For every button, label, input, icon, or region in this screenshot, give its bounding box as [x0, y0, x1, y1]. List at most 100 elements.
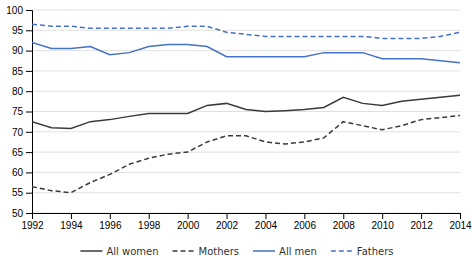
legend-label: Mothers [199, 246, 239, 257]
tick-label: 65 [12, 147, 24, 158]
grid-line [32, 192, 460, 193]
tick-mark [26, 193, 32, 194]
legend-label: All women [106, 246, 158, 257]
tick-label: 80 [12, 86, 24, 97]
tick-mark [265, 213, 266, 219]
tick: 85 [12, 66, 32, 77]
legend-item: Mothers [173, 246, 239, 257]
tick-label: 2008 [333, 220, 356, 231]
tick-mark [460, 213, 461, 219]
grid-line [32, 30, 460, 31]
tick: 2010 [372, 213, 395, 231]
legend-item: Fathers [331, 246, 394, 257]
series-line [32, 116, 460, 193]
tick-mark [382, 213, 383, 219]
grid-line [32, 172, 460, 173]
tick-mark [26, 71, 32, 72]
tick: 70 [12, 127, 32, 138]
tick-mark [343, 213, 344, 219]
legend-item: All men [253, 246, 317, 257]
tick: 2006 [294, 213, 317, 231]
tick-label: 1996 [99, 220, 122, 231]
grid [32, 10, 460, 213]
tick-label: 1992 [21, 220, 44, 231]
legend-label: Fathers [357, 246, 394, 257]
tick-mark [227, 213, 228, 219]
tick-label: 2004 [255, 220, 278, 231]
tick-mark [26, 132, 32, 133]
legend-label: All men [279, 246, 317, 257]
tick-label: 2000 [177, 220, 200, 231]
tick-label: 1998 [138, 220, 161, 231]
tick: 1998 [138, 213, 161, 231]
tick: 55 [12, 187, 32, 198]
tick: 1996 [99, 213, 122, 231]
series-line [32, 42, 460, 62]
tick-label: 60 [12, 167, 24, 178]
tick-label: 85 [12, 66, 24, 77]
x-axis: 1992 1994 1996 1998 2000 2002 2004 2006 2008 2010… [21, 213, 472, 231]
tick: 50 [12, 208, 32, 219]
tick-label: 75 [12, 106, 24, 117]
grid-line [32, 111, 460, 112]
tick-label: 50 [12, 208, 24, 219]
lines [32, 24, 460, 192]
tick-mark [26, 51, 32, 52]
tick: 2000 [177, 213, 200, 231]
tick: 2012 [410, 213, 433, 231]
tick-label: 2010 [372, 220, 395, 231]
tick-label: 95 [12, 25, 24, 36]
tick-mark [26, 91, 32, 92]
legend-swatch [253, 250, 275, 252]
grid-line [32, 131, 460, 132]
grid-line [32, 50, 460, 51]
tick: 2004 [255, 213, 278, 231]
tick-label: 55 [12, 187, 24, 198]
tick-mark [26, 112, 32, 113]
tick-mark [188, 213, 189, 219]
tick-mark [26, 152, 32, 153]
tick-mark [149, 213, 150, 219]
tick-label: 2006 [294, 220, 317, 231]
legend-swatch [331, 250, 353, 252]
tick: 75 [12, 106, 32, 117]
tick-label: 2002 [216, 220, 239, 231]
chart: 1992 1994 1996 1998 2000 2002 2004 2006 2008 2010… [0, 0, 474, 265]
y-axis: 50 55 60 65 70 75 80 85 90 95 100 [6, 5, 32, 219]
plot: 1992 1994 1996 1998 2000 2002 2004 2006 2008 2010… [6, 5, 472, 231]
tick-label: 100 [6, 5, 23, 16]
legend: All women Mothers All men Fathers [80, 246, 393, 257]
axis-line [26, 11, 33, 214]
legend-swatch [80, 250, 102, 252]
tick: 90 [12, 45, 32, 56]
tick: 60 [12, 167, 32, 178]
grid-line [32, 70, 460, 71]
series-line [32, 24, 460, 38]
tick-mark [304, 213, 305, 219]
grid-line [32, 152, 460, 153]
tick: 100 [6, 5, 32, 16]
tick: 2002 [216, 213, 239, 231]
tick: 2008 [333, 213, 356, 231]
grid-line [32, 10, 460, 11]
tick: 2014 [449, 213, 472, 231]
tick-label: 70 [12, 127, 24, 138]
tick: 65 [12, 147, 32, 158]
tick-label: 1994 [60, 220, 83, 231]
tick-label: 2014 [449, 220, 472, 231]
tick-mark [421, 213, 422, 219]
tick-mark [26, 10, 32, 11]
tick-label: 90 [12, 45, 24, 56]
tick-mark [26, 30, 32, 31]
grid-line [32, 91, 460, 92]
axis-line [33, 214, 461, 220]
tick-label: 2012 [410, 220, 433, 231]
tick: 80 [12, 86, 32, 97]
tick: 95 [12, 25, 32, 36]
series-line [32, 95, 460, 128]
tick-mark [26, 172, 32, 173]
tick: 1992 [21, 213, 44, 231]
tick-mark [26, 213, 32, 214]
tick-mark [71, 213, 72, 219]
tick-mark [110, 213, 111, 219]
